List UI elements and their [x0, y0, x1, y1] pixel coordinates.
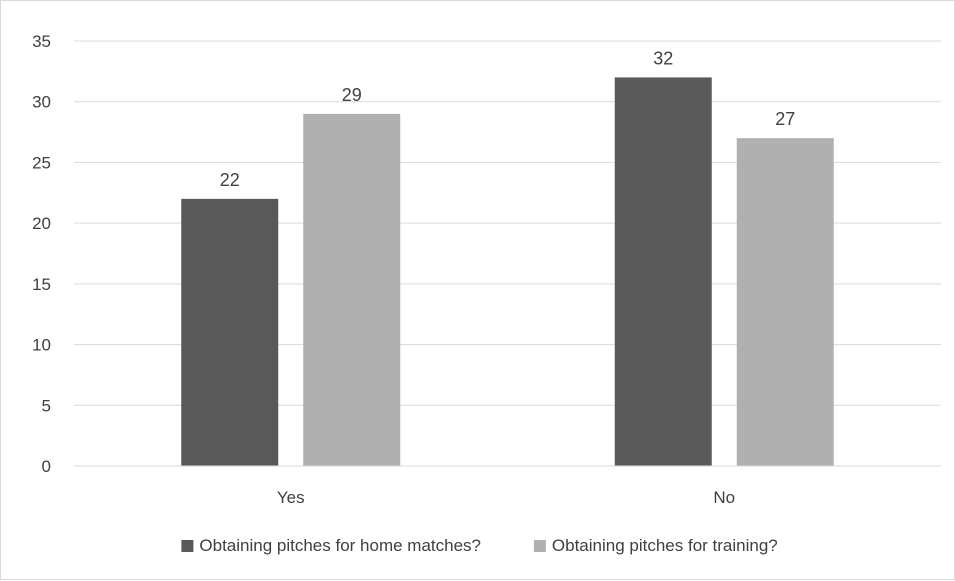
legend: Obtaining pitches for home matches? Obtai…: [181, 536, 778, 555]
legend-swatch: [181, 540, 194, 552]
bar: [736, 138, 834, 466]
y-tick-label: 0: [42, 457, 51, 476]
data-label: 32: [653, 48, 673, 68]
y-tick-label: 15: [32, 275, 51, 294]
legend-swatch: [533, 540, 546, 552]
y-tick-label: 5: [42, 396, 51, 415]
y-tick-label: 35: [32, 32, 51, 51]
x-category-label: Yes: [277, 488, 305, 507]
x-axis-categories: Yes No: [277, 488, 735, 507]
data-label: 22: [220, 170, 240, 190]
x-category-label: No: [713, 488, 735, 507]
data-labels: 22 29 32 27: [220, 48, 796, 189]
bar: [303, 113, 401, 466]
y-axis-ticks: 0 5 10 15 20 25 30 35: [32, 32, 51, 476]
bar: [181, 198, 279, 466]
legend-label: Obtaining pitches for home matches?: [199, 536, 481, 555]
y-tick-label: 20: [32, 214, 51, 233]
data-label: 29: [342, 85, 362, 105]
data-label: 27: [775, 109, 795, 129]
y-tick-label: 10: [32, 336, 51, 355]
legend-label: Obtaining pitches for training?: [552, 536, 778, 555]
bars: [181, 77, 834, 466]
y-tick-label: 25: [32, 153, 51, 172]
bar: [614, 77, 712, 466]
y-tick-label: 30: [32, 93, 51, 112]
